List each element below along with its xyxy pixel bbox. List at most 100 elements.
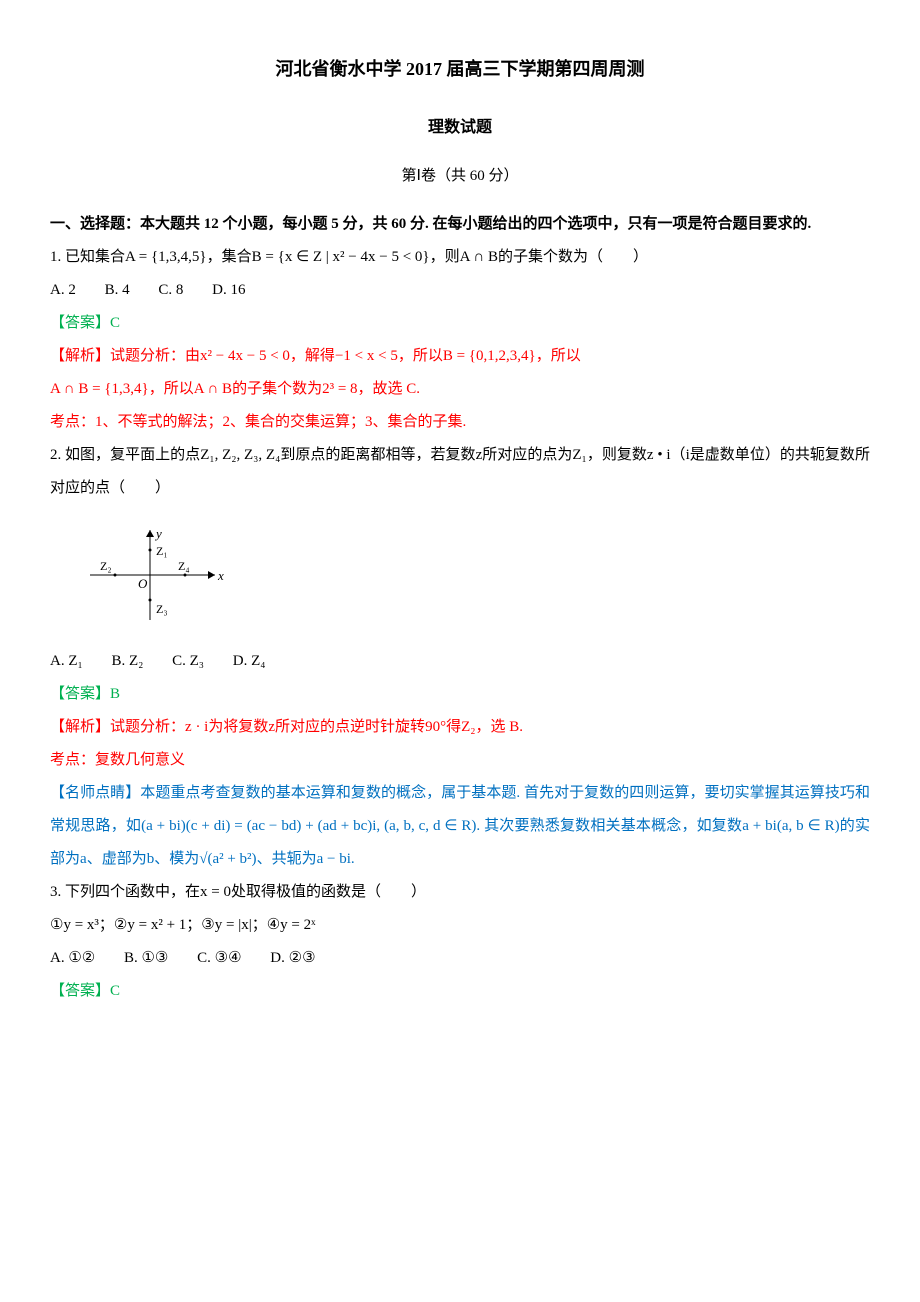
q2-tip-f5: √(a² + b²) — [199, 851, 256, 867]
q1-opt-c: C. 8 — [158, 282, 183, 298]
q2-ana-f3: 90° — [425, 719, 446, 735]
q2-tip: 【名师点睛】本题重点考查复数的基本运算和复数的概念，属于基本题. 首先对于复数的… — [50, 777, 870, 876]
q1-opt-d: D. 16 — [212, 282, 245, 298]
q2-figure: y x O Z₁ Z₂ Z₃ Z₄ — [80, 520, 870, 630]
q1-ana2-a: ，所以 — [149, 381, 194, 397]
q1-text-c: ，则 — [430, 249, 460, 265]
point-z4: Z₄ — [178, 559, 190, 573]
q2-tip-h: . — [351, 851, 355, 867]
q1-answer: 【答案】C — [50, 307, 870, 340]
q1-ana2-b: 的子集个数为 — [232, 381, 322, 397]
q1-ana2-f3: 2³ = 8 — [322, 381, 357, 397]
q3-items-c: ；③ — [186, 917, 214, 933]
q1-analysis-line1: 【解析】试题分析：由x² − 4x − 5 < 0，解得−1 < x < 5，所… — [50, 340, 870, 373]
q3-opt-a: A. ①② — [50, 950, 95, 966]
q3-options: A. ①② B. ①③ C. ③④ D. ②③ — [50, 942, 870, 975]
q2-tip-f3: a — [80, 851, 87, 867]
q3-stem: 3. 下列四个函数中，在x = 0处取得极值的函数是（ ） — [50, 876, 870, 909]
q2-tip-label: 【名师点睛】 — [50, 785, 140, 801]
q2-tip-f6: a − bi — [317, 851, 351, 867]
q2-stem: 2. 如图，复平面上的点Z₁, Z₂, Z₃, Z₄到原点的距离都相等，若复数 z… — [50, 439, 870, 505]
q2-text-d: ，则复数 — [587, 447, 647, 463]
q2-opt-a: A. Z₁ — [50, 653, 83, 669]
q1-text-d: 的子集个数为（ ） — [498, 249, 648, 265]
q1-ana-f3: B = {0,1,2,3,4} — [443, 348, 536, 364]
q2-answer: 【答案】B — [50, 678, 870, 711]
q3-opt-d: D. ②③ — [270, 950, 315, 966]
q2-options: A. Z₁ B. Z₂ C. Z₃ D. Z₄ — [50, 645, 870, 678]
q2-tip-e: 、模为 — [154, 851, 199, 867]
q1-opt-a: A. 2 — [50, 282, 76, 298]
q2-tip-b: . 其次要熟悉复数相关基本概念，如复数 — [476, 818, 742, 834]
q1-formula-b: B = {x ∈ Z | x² − 4x − 5 < 0} — [252, 249, 430, 265]
q1-ans-label: 【答案】 — [50, 315, 110, 331]
q2-formula-a: Z₁, Z₂, Z₃, Z₄ — [200, 447, 280, 463]
q2-tip-d: 、虚部为 — [87, 851, 147, 867]
q2-ana-f1: z · i — [185, 719, 208, 735]
q1-stem: 1. 已知集合A = {1,3,4,5}，集合B = {x ∈ Z | x² −… — [50, 241, 870, 274]
q3-text-a: 3. 下列四个函数中，在 — [50, 884, 200, 900]
q2-text-a: 2. 如图，复平面上的点 — [50, 447, 200, 463]
q2-ana-a: 试题分析： — [110, 719, 185, 735]
q2-opt-d: D. Z₄ — [233, 653, 266, 669]
q3-f3: y = |x| — [215, 917, 252, 933]
q2-ana-label: 【解析】 — [50, 719, 110, 735]
q2-tip-g: 、共轭为 — [257, 851, 317, 867]
q1-ana-label: 【解析】 — [50, 348, 110, 364]
q3-f4: y = 2ˣ — [280, 917, 315, 933]
point-z3: Z₃ — [156, 602, 168, 616]
q2-formula-c: z • i — [647, 447, 671, 463]
q2-ana-b: 为将复数 — [208, 719, 268, 735]
q1-ana2-f1: A ∩ B = {1,3,4} — [50, 381, 149, 397]
q2-analysis: 【解析】试题分析：z · i为将复数z所对应的点逆时针旋转90°得Z₂，选 B. — [50, 711, 870, 744]
q1-ana-c: ，所以 — [398, 348, 443, 364]
q2-ans: B — [110, 686, 120, 702]
axis-label-y: y — [154, 526, 162, 541]
doc-title: 河北省衡水中学 2017 届高三下学期第四周周测 — [50, 50, 870, 90]
axis-label-x: x — [217, 568, 224, 583]
q3-answer: 【答案】C — [50, 975, 870, 1008]
q1-options: A. 2 B. 4 C. 8 D. 16 — [50, 274, 870, 307]
complex-plane-diagram: y x O Z₁ Z₂ Z₃ Z₄ — [80, 520, 230, 630]
q2-ana-e: ，选 B. — [475, 719, 523, 735]
doc-subtitle: 理数试题 — [50, 110, 870, 145]
q2-tip-f2: a + bi(a, b ∈ R) — [742, 818, 839, 834]
q1-formula-c: A ∩ B — [460, 249, 498, 265]
q2-opt-c: C. Z₃ — [172, 653, 204, 669]
origin-label: O — [138, 576, 148, 591]
q1-ana-d: ，所以 — [536, 348, 581, 364]
q1-text-a: 1. 已知集合 — [50, 249, 125, 265]
q1-topic: 考点：1、不等式的解法；2、集合的交集运算；3、集合的子集. — [50, 406, 870, 439]
q1-ana-b: ，解得 — [290, 348, 335, 364]
q3-opt-b: B. ①③ — [124, 950, 168, 966]
q2-ans-label: 【答案】 — [50, 686, 110, 702]
q2-text-b: 到原点的距离都相等，若复数 — [280, 447, 475, 463]
q2-topic: 考点：复数几何意义 — [50, 744, 870, 777]
q3-f1: y = x³ — [63, 917, 98, 933]
q2-formula-b: Z₁ — [572, 447, 586, 463]
q2-ana-f4: Z₂ — [461, 719, 475, 735]
q3-formula-a: x = 0 — [200, 884, 231, 900]
q3-ans: C — [110, 983, 120, 999]
q2-text-e: （ — [671, 447, 686, 463]
q1-ans: C — [110, 315, 120, 331]
q3-f2: y = x² + 1 — [127, 917, 186, 933]
q2-opt-b: B. Z₂ — [111, 653, 143, 669]
q1-ana2-c: ，故选 C. — [358, 381, 421, 397]
q1-ana-f2: −1 < x < 5 — [335, 348, 398, 364]
q3-text-b: 处取得极值的函数是（ ） — [231, 884, 426, 900]
q3-items: ①y = x³；②y = x² + 1；③y = |x|；④y = 2ˣ — [50, 909, 870, 942]
q3-items-b: ；② — [99, 917, 127, 933]
q1-ana2-f2: A ∩ B — [194, 381, 232, 397]
intro: 一、选择题：本大题共 12 个小题，每小题 5 分，共 60 分. 在每小题给出… — [50, 208, 870, 241]
q1-opt-b: B. 4 — [105, 282, 130, 298]
q2-tip-f1: (a + bi)(c + di) = (ac − bd) + (ad + bc)… — [141, 818, 476, 834]
q1-formula-a: A = {1,3,4,5} — [125, 249, 207, 265]
point-z2: Z₂ — [100, 559, 112, 573]
q1-ana-a: 试题分析：由 — [110, 348, 200, 364]
q1-analysis-line2: A ∩ B = {1,3,4}，所以A ∩ B的子集个数为2³ = 8，故选 C… — [50, 373, 870, 406]
q1-ana-f1: x² − 4x − 5 < 0 — [200, 348, 290, 364]
q3-opt-c: C. ③④ — [197, 950, 241, 966]
q2-ana-d: 得 — [446, 719, 461, 735]
q3-ans-label: 【答案】 — [50, 983, 110, 999]
